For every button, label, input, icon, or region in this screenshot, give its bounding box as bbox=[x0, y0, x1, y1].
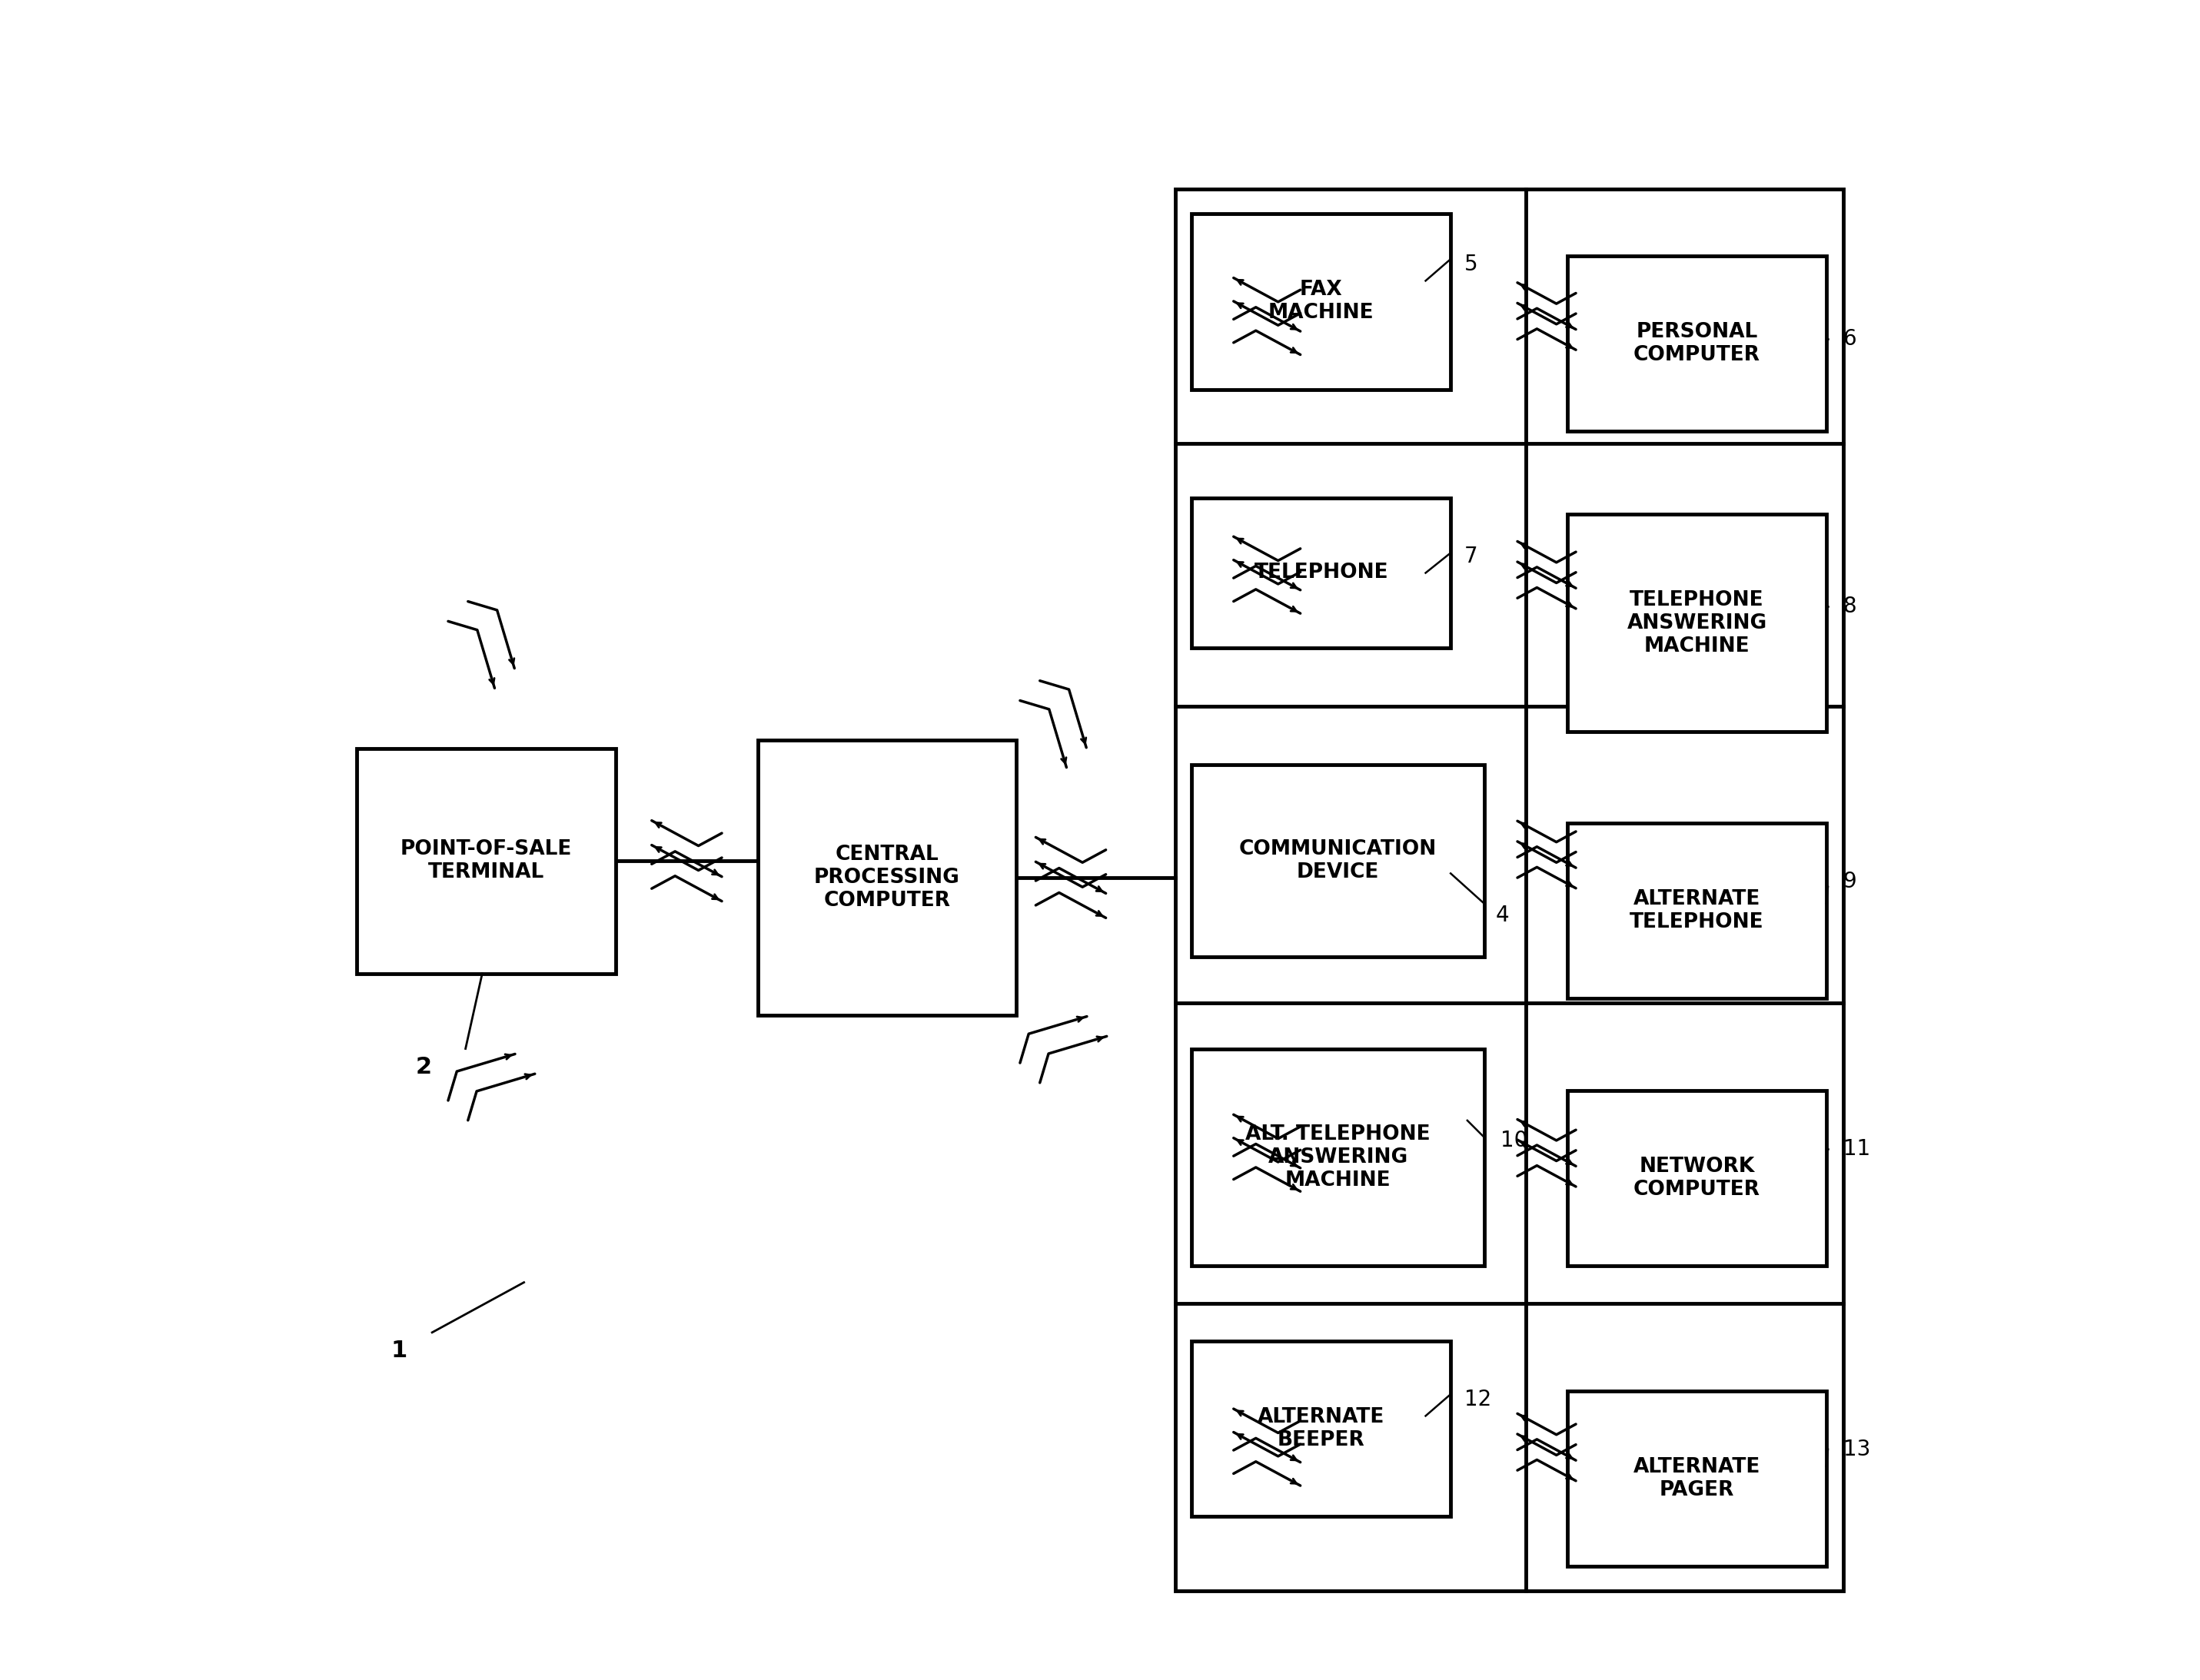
Text: COMMUNICATION
DEVICE: COMMUNICATION DEVICE bbox=[1239, 840, 1437, 882]
Text: ALT. TELEPHONE
ANSWERING
MACHINE: ALT. TELEPHONE ANSWERING MACHINE bbox=[1245, 1124, 1430, 1189]
FancyBboxPatch shape bbox=[1569, 1090, 1826, 1265]
FancyBboxPatch shape bbox=[1569, 1391, 1826, 1566]
FancyBboxPatch shape bbox=[356, 748, 616, 973]
Text: 9: 9 bbox=[1844, 870, 1857, 892]
Text: 5: 5 bbox=[1463, 254, 1478, 276]
FancyBboxPatch shape bbox=[1569, 255, 1826, 432]
Text: CENTRAL
PROCESSING
COMPUTER: CENTRAL PROCESSING COMPUTER bbox=[814, 845, 959, 911]
Text: TELEPHONE: TELEPHONE bbox=[1254, 563, 1388, 583]
Text: TELEPHONE
ANSWERING
MACHINE: TELEPHONE ANSWERING MACHINE bbox=[1626, 590, 1767, 655]
Text: 4: 4 bbox=[1496, 904, 1509, 926]
FancyBboxPatch shape bbox=[1192, 764, 1485, 958]
FancyBboxPatch shape bbox=[1192, 213, 1450, 390]
Text: 1: 1 bbox=[392, 1341, 407, 1362]
FancyBboxPatch shape bbox=[1569, 823, 1826, 998]
Text: 6: 6 bbox=[1844, 329, 1857, 349]
Text: ALTERNATE
BEEPER: ALTERNATE BEEPER bbox=[1258, 1406, 1384, 1450]
FancyBboxPatch shape bbox=[1192, 1341, 1450, 1515]
FancyBboxPatch shape bbox=[1192, 497, 1450, 648]
Text: 13: 13 bbox=[1844, 1438, 1870, 1460]
Text: 8: 8 bbox=[1844, 595, 1857, 617]
Text: FAX
MACHINE: FAX MACHINE bbox=[1269, 281, 1375, 323]
Text: ALTERNATE
PAGER: ALTERNATE PAGER bbox=[1632, 1457, 1760, 1500]
Text: PERSONAL
COMPUTER: PERSONAL COMPUTER bbox=[1632, 323, 1760, 365]
FancyBboxPatch shape bbox=[1192, 1048, 1485, 1265]
Text: 12: 12 bbox=[1463, 1388, 1492, 1410]
Text: ALTERNATE
TELEPHONE: ALTERNATE TELEPHONE bbox=[1630, 889, 1764, 932]
Text: POINT-OF-SALE
TERMINAL: POINT-OF-SALE TERMINAL bbox=[400, 840, 572, 882]
FancyBboxPatch shape bbox=[1569, 514, 1826, 731]
Text: 10: 10 bbox=[1500, 1129, 1529, 1151]
FancyBboxPatch shape bbox=[757, 739, 1016, 1015]
Text: 11: 11 bbox=[1844, 1137, 1870, 1159]
Text: NETWORK
COMPUTER: NETWORK COMPUTER bbox=[1632, 1156, 1760, 1200]
Text: 2: 2 bbox=[416, 1057, 431, 1079]
Text: 7: 7 bbox=[1463, 546, 1478, 566]
